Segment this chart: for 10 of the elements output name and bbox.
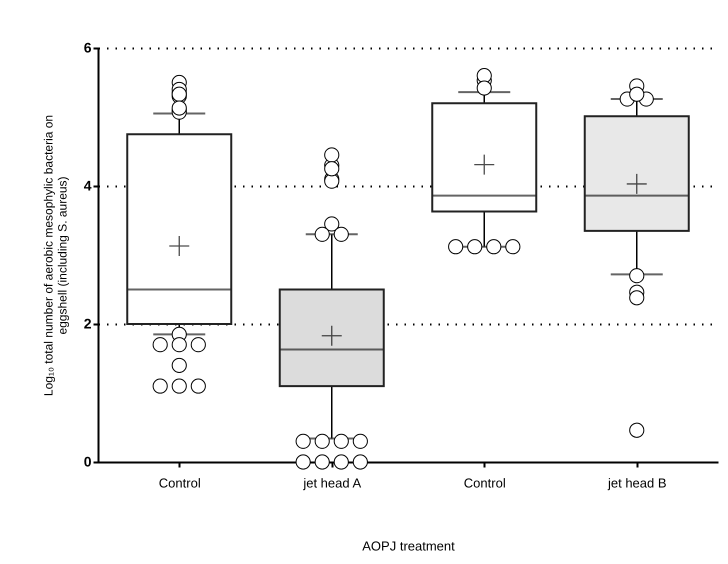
y-tick-label: 0 [84, 454, 92, 470]
x-tick-label: jet head B [606, 476, 667, 490]
y-tick-label: 6 [84, 40, 92, 56]
y-tick-label: 2 [84, 316, 92, 332]
y-tick-label: 4 [84, 178, 92, 194]
x-tick-label: jet head A [302, 476, 362, 490]
x-tick-label: Control [464, 476, 506, 490]
x-tick-label: Control [158, 476, 201, 490]
x-axis-title: AOPJ treatment [362, 538, 456, 554]
y-axis-title: Log₁₀ total number of aerobic mesophylic bacteria on eggshell (including S. aureus) [42, 114, 70, 396]
